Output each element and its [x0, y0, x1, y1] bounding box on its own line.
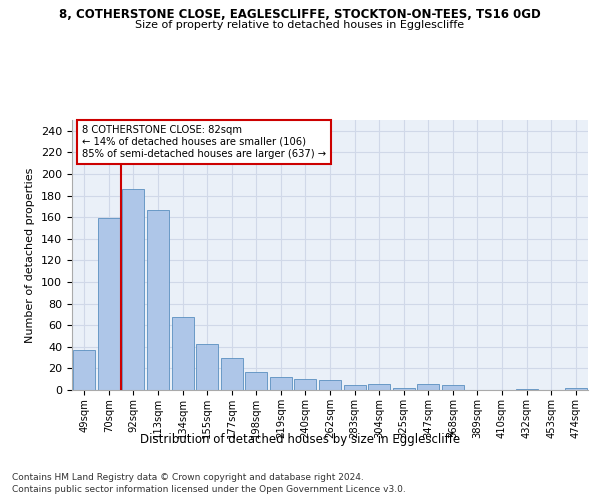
Text: Contains public sector information licensed under the Open Government Licence v3: Contains public sector information licen…: [12, 485, 406, 494]
Bar: [295, 379, 316, 390]
Bar: [147, 210, 169, 390]
Text: Contains HM Land Registry data © Crown copyright and database right 2024.: Contains HM Land Registry data © Crown c…: [12, 472, 364, 482]
Bar: [172, 316, 194, 390]
Text: Size of property relative to detached houses in Egglescliffe: Size of property relative to detached ho…: [136, 20, 464, 30]
Y-axis label: Number of detached properties: Number of detached properties: [25, 168, 35, 342]
Text: 8 COTHERSTONE CLOSE: 82sqm
← 14% of detached houses are smaller (106)
85% of sem: 8 COTHERSTONE CLOSE: 82sqm ← 14% of deta…: [82, 126, 326, 158]
Bar: [442, 384, 464, 390]
Bar: [73, 350, 95, 390]
Bar: [270, 377, 292, 390]
Bar: [221, 358, 243, 390]
Text: 8, COTHERSTONE CLOSE, EAGLESCLIFFE, STOCKTON-ON-TEES, TS16 0GD: 8, COTHERSTONE CLOSE, EAGLESCLIFFE, STOC…: [59, 8, 541, 20]
Bar: [515, 389, 538, 390]
Bar: [417, 384, 439, 390]
Bar: [368, 384, 390, 390]
Bar: [565, 388, 587, 390]
Text: Distribution of detached houses by size in Egglescliffe: Distribution of detached houses by size …: [140, 432, 460, 446]
Bar: [392, 388, 415, 390]
Bar: [344, 384, 365, 390]
Bar: [122, 189, 145, 390]
Bar: [196, 344, 218, 390]
Bar: [319, 380, 341, 390]
Bar: [245, 372, 268, 390]
Bar: [98, 218, 120, 390]
